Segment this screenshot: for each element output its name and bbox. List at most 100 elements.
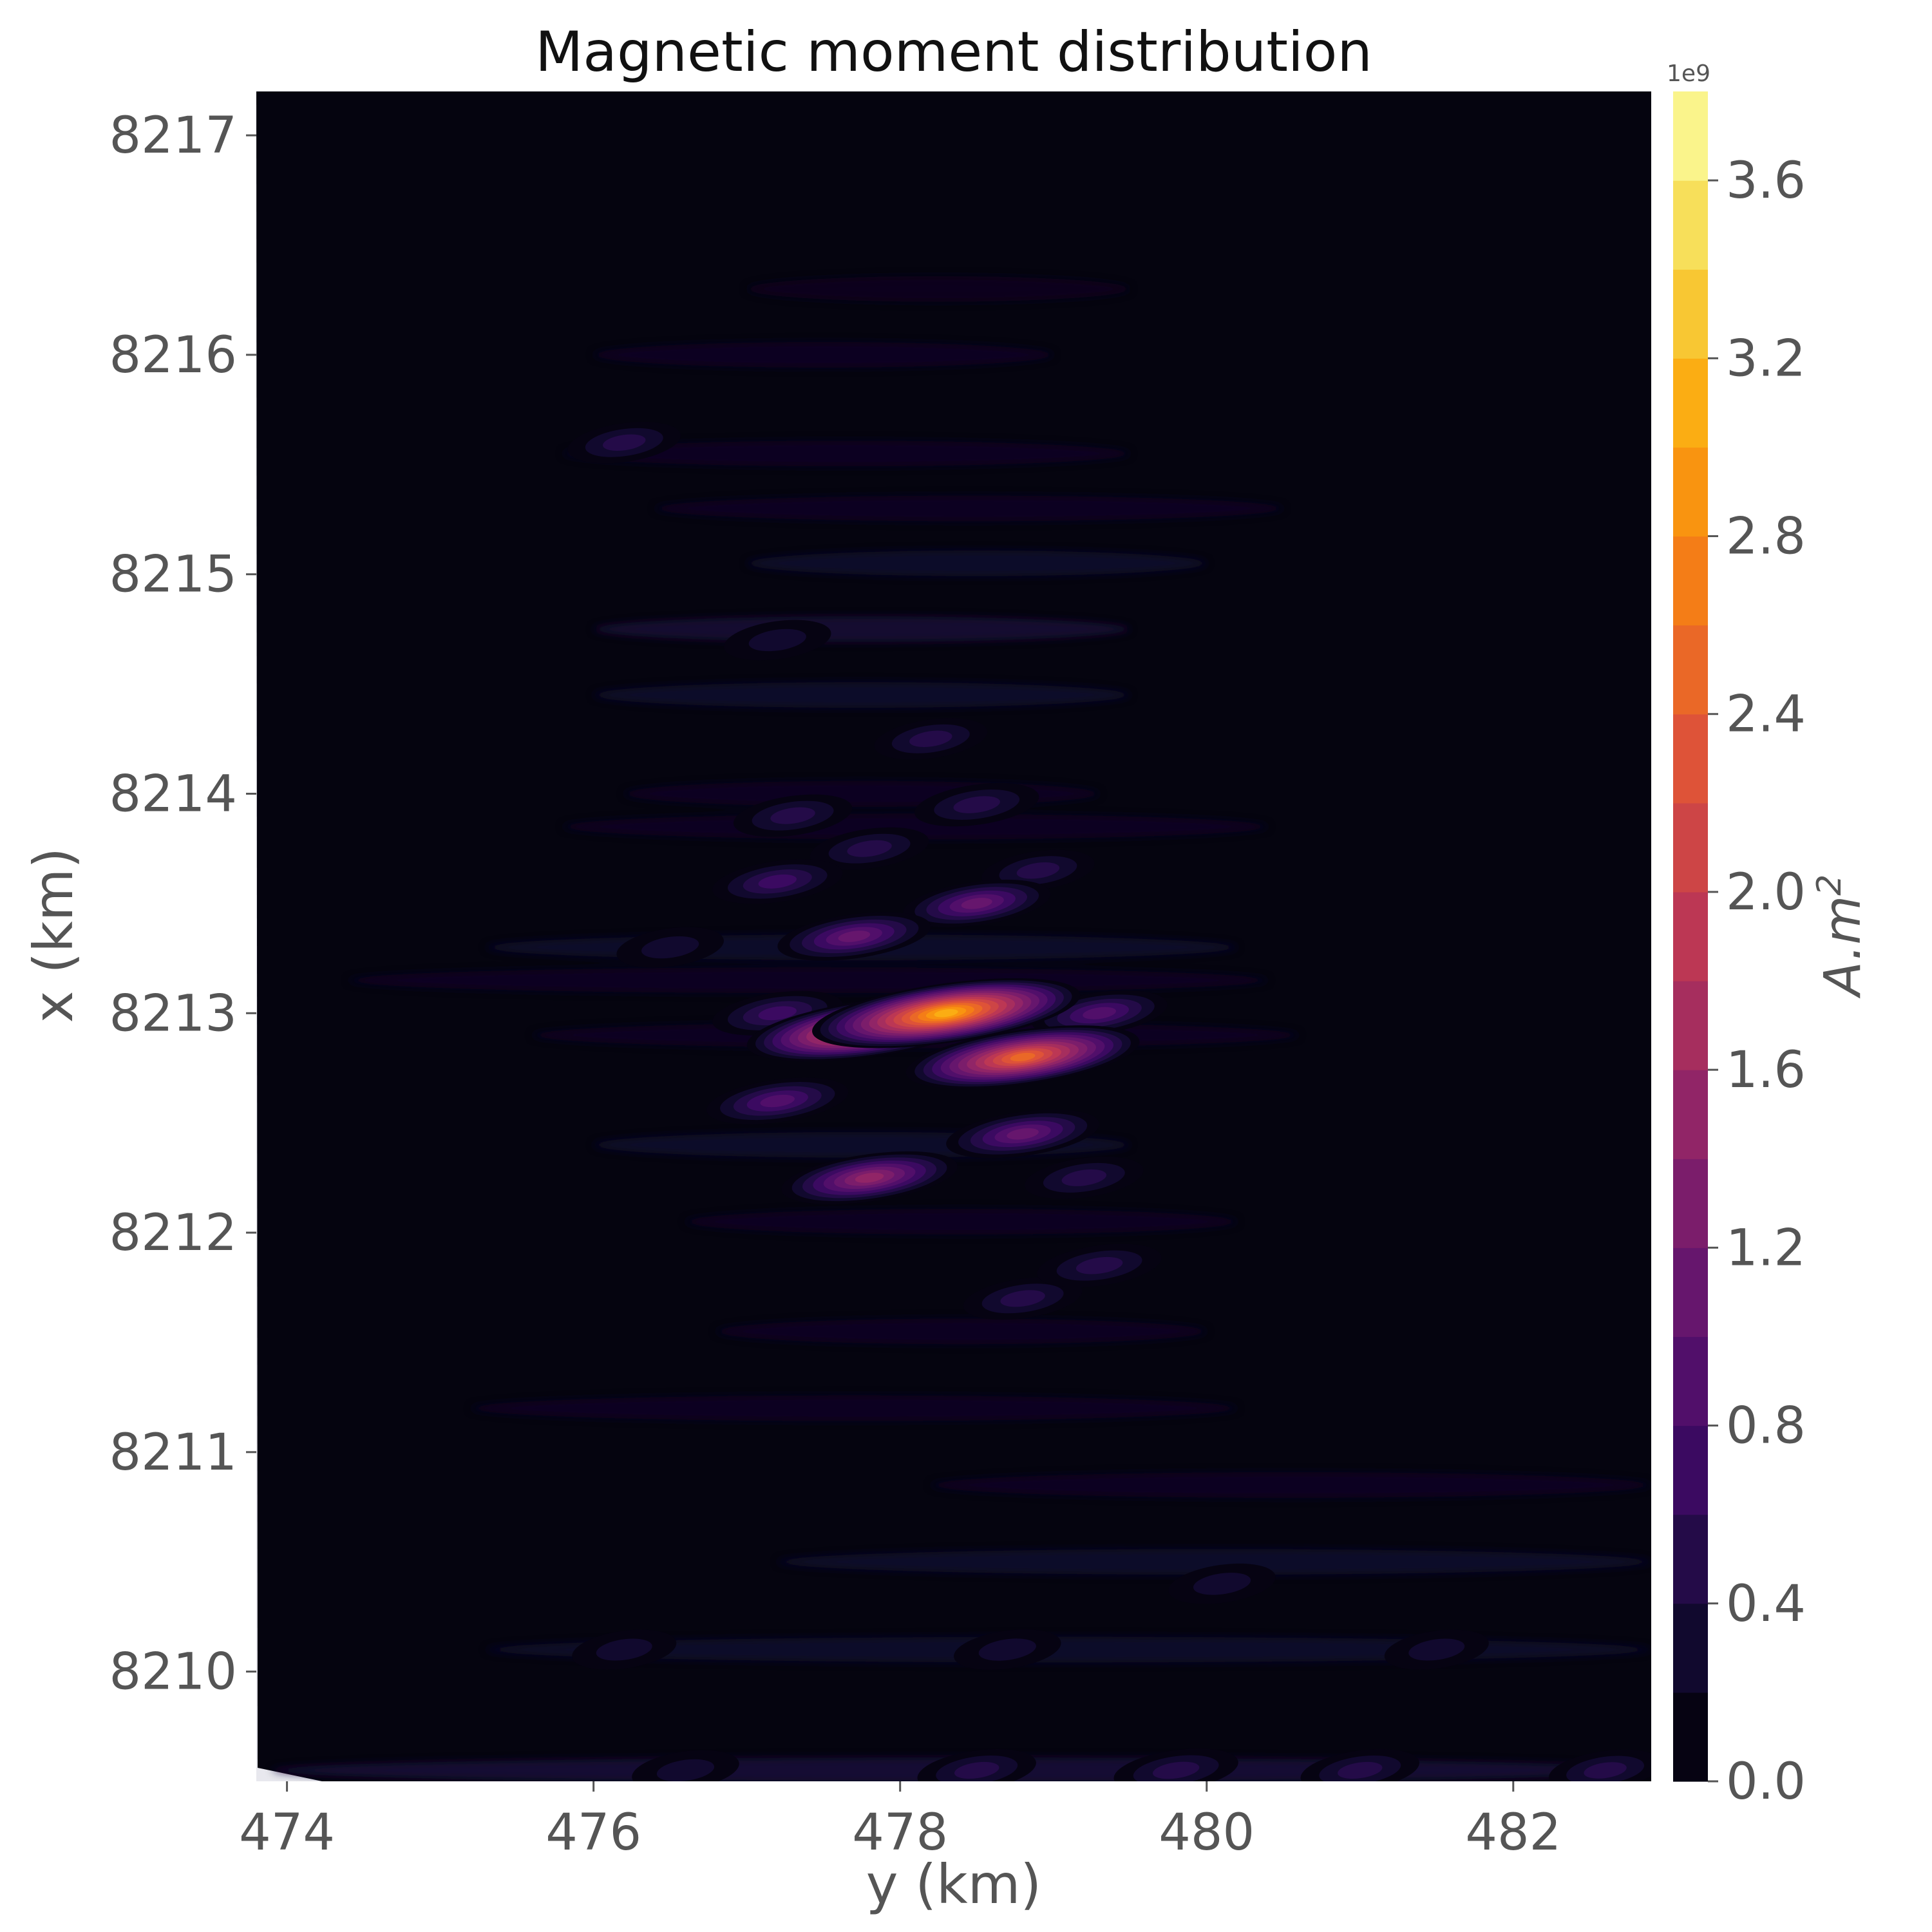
contour-level <box>961 898 992 909</box>
colorbar-band <box>1673 447 1708 537</box>
y-axis: 8210 8211 8212 8213 8214 8215 8216 8217 x (km) <box>22 107 256 1701</box>
y-tick-label: 8214 <box>109 765 237 823</box>
contour-streak <box>563 440 1130 467</box>
contour-streak <box>746 550 1207 576</box>
colorbar-tick-label: 0.8 <box>1726 1397 1806 1455</box>
anomaly <box>567 422 681 464</box>
contour-level <box>1083 1007 1116 1019</box>
x-tick-label: 478 <box>852 1804 948 1862</box>
contour-level <box>934 1009 958 1018</box>
anomaly-layer <box>567 422 1651 1781</box>
y-tick-label: 8213 <box>109 985 237 1043</box>
colorbar-tick-label: 2.4 <box>1726 686 1806 744</box>
colorbar-band <box>1673 714 1708 804</box>
colorbar-tick-label: 0.4 <box>1726 1575 1806 1633</box>
contour-level <box>1584 1762 1627 1779</box>
y-tick-label: 8212 <box>109 1204 237 1262</box>
colorbar-band <box>1673 536 1708 626</box>
contour-level <box>748 629 806 652</box>
contour-level <box>770 807 815 824</box>
contour-level <box>855 1173 884 1183</box>
anomaly <box>1113 1748 1238 1781</box>
colorbar-band <box>1673 1159 1708 1248</box>
contour-level <box>596 1638 652 1661</box>
colorbar-tick-label: 3.2 <box>1726 330 1806 388</box>
colorbar-band <box>1673 269 1708 359</box>
colorbar-band <box>1673 91 1708 181</box>
anomaly <box>812 978 1081 1048</box>
contour-level <box>1000 1290 1045 1307</box>
x-tick-label: 480 <box>1159 1804 1255 1862</box>
anomaly <box>917 1749 1036 1781</box>
colorbar-band <box>1673 180 1708 270</box>
contour-streak <box>746 276 1130 302</box>
anomaly <box>914 782 1039 827</box>
colorbar-label-base: A.m <box>1814 896 1872 999</box>
contour-streak <box>685 1209 1238 1235</box>
contour-streak <box>716 1318 1207 1345</box>
colorbar-tick-label: 2.0 <box>1726 864 1806 922</box>
contour-level <box>758 1006 797 1021</box>
chart-title: Magnetic moment distribution <box>535 20 1372 84</box>
x-axis-label: y (km) <box>866 1853 1041 1916</box>
colorbar: 0.0 0.4 0.8 1.2 1.6 2.0 2.4 2.8 3.2 3.6 1e9 A.m2 <box>1667 61 1872 1811</box>
contour-level <box>909 730 952 748</box>
anomaly <box>874 718 988 760</box>
anomaly <box>1384 1629 1489 1670</box>
colorbar-tick-label: 0.0 <box>1726 1753 1806 1811</box>
contour-streak <box>654 495 1283 522</box>
anomaly <box>1025 1156 1144 1199</box>
contour-level <box>1010 1052 1036 1062</box>
colorbar-band <box>1673 1514 1708 1604</box>
contour-level <box>1193 1573 1251 1595</box>
contour-level <box>847 840 892 857</box>
colorbar-label-exponent: 2 <box>1810 875 1849 896</box>
x-tick-label: 476 <box>545 1804 641 1862</box>
y-tick-label: 8216 <box>109 327 237 384</box>
y-tick-label: 8217 <box>109 107 237 165</box>
contour-level <box>954 1761 999 1779</box>
contour-level <box>758 874 797 889</box>
y-tick-label: 8210 <box>109 1643 237 1701</box>
contour-level <box>641 936 699 959</box>
contour-level <box>603 434 646 451</box>
contour-level <box>1061 1169 1107 1186</box>
anomaly <box>781 1151 958 1204</box>
colorbar-band <box>1673 981 1708 1070</box>
colorbar-band <box>1673 1692 1708 1782</box>
anomaly <box>1548 1749 1651 1781</box>
anomaly <box>723 620 831 661</box>
colorbar-label: A.m2 <box>1810 875 1872 999</box>
anomaly <box>572 1629 677 1670</box>
contour-level <box>656 1759 715 1781</box>
contour-level <box>1338 1761 1383 1779</box>
contour-level <box>838 931 871 942</box>
anomaly <box>963 1277 1083 1320</box>
contour-streak <box>471 1395 1238 1421</box>
contour-level <box>978 1638 1036 1661</box>
colorbar-tick-label: 2.8 <box>1726 508 1806 566</box>
colorbar-band <box>1673 1070 1708 1159</box>
anomaly <box>954 1629 1061 1670</box>
y-axis-label: x (km) <box>22 848 85 1023</box>
colorbar-band <box>1673 891 1708 981</box>
contour-streak <box>593 682 1130 708</box>
contour-streak <box>348 967 1268 994</box>
anomaly <box>1300 1749 1419 1781</box>
anomaly <box>632 1750 739 1781</box>
colorbar-tick-label: 1.6 <box>1726 1041 1806 1099</box>
anomaly <box>712 859 843 904</box>
colorbar-bands <box>1673 91 1708 1782</box>
contour-streak <box>486 1636 1651 1663</box>
anomaly <box>733 794 853 837</box>
contour-streak <box>593 341 1054 368</box>
colorbar-tick-label: 1.2 <box>1726 1219 1806 1277</box>
anomaly <box>810 827 929 870</box>
plot-area <box>256 91 1651 1781</box>
colorbar-band <box>1673 1603 1708 1693</box>
contour-level <box>1075 1256 1123 1274</box>
x-axis: 474 476 478 480 482 y (km) <box>239 1781 1561 1916</box>
anomaly <box>905 1025 1140 1089</box>
colorbar-band <box>1673 802 1708 893</box>
y-tick-label: 8215 <box>109 546 237 604</box>
